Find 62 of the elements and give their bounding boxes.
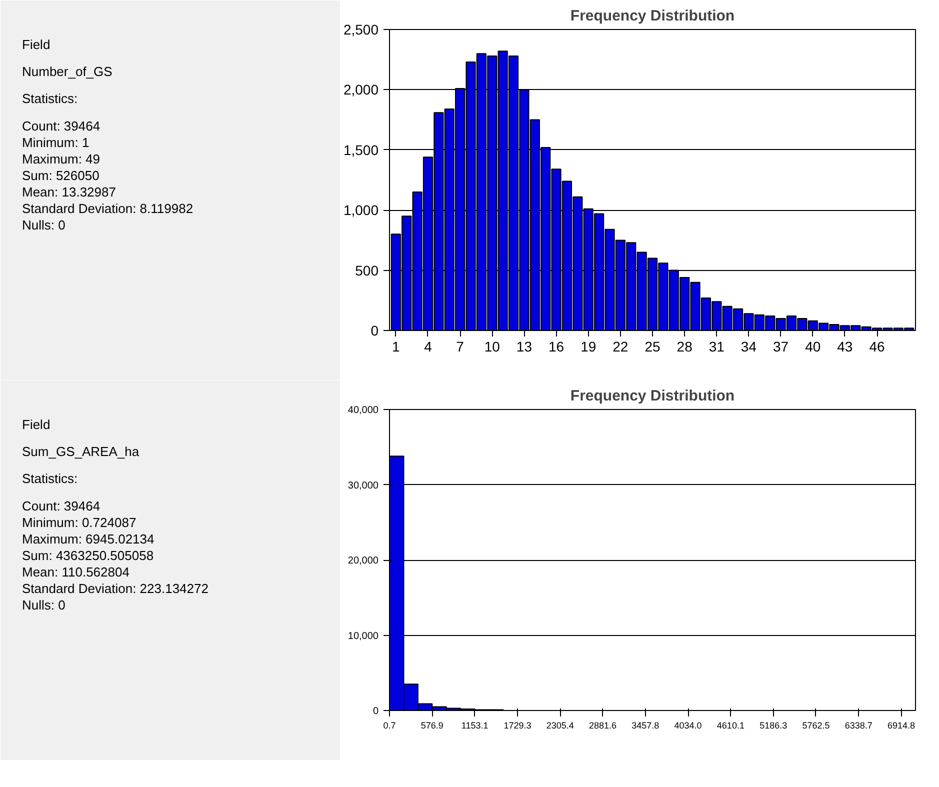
- x-tick-label: 10: [484, 338, 500, 354]
- y-tick-label: 0: [370, 322, 379, 338]
- text: Number_of_GS: [22, 64, 113, 80]
- x-tick-label: 0.7: [383, 720, 396, 730]
- x-tick-label: 34: [740, 338, 757, 354]
- y-tick-label: 30,000: [348, 480, 379, 492]
- x-tick-label: 1729.3: [504, 720, 532, 730]
- text: Count: 39464: [22, 498, 100, 514]
- x-tick-label: 4034.0: [674, 720, 702, 730]
- text: Field: [22, 417, 50, 432]
- y-tick-label: 500: [355, 262, 379, 278]
- x-tick-label: 19: [580, 338, 596, 354]
- x-tick-label: 6338.7: [844, 720, 872, 730]
- x-tick-label: 1153.1: [461, 720, 488, 730]
- text: Standard Deviation: 8.119982: [22, 201, 194, 216]
- x-tick-label: 4: [424, 338, 432, 354]
- x-tick-label: 40: [805, 338, 821, 354]
- text: Count: 39464: [22, 118, 100, 134]
- x-tick-label: 4610.1: [716, 720, 744, 730]
- x-tick-label: 576.9: [420, 720, 444, 730]
- text: Standard Deviation: 223.134272: [22, 581, 208, 596]
- x-tick-label: 31: [708, 338, 725, 354]
- text: Field: [22, 37, 50, 52]
- x-tick-label: 5762.5: [802, 720, 830, 730]
- x-tick-label: 3457.8: [632, 720, 660, 730]
- y-tick-label: 40,000: [348, 405, 379, 416]
- text: Minimum: 0.724087: [22, 514, 136, 530]
- x-tick-label: 7: [456, 338, 464, 354]
- x-tick-label: 13: [516, 338, 532, 354]
- x-tick-label: 2881.6: [588, 720, 617, 730]
- y-tick-label: 2,500: [343, 22, 379, 38]
- y-tick-label: 10,000: [348, 630, 379, 642]
- text: Maximum: 49: [22, 151, 100, 166]
- text: Minimum: 1: [22, 134, 90, 150]
- y-tick-label: 20,000: [348, 556, 379, 566]
- x-tick-label: 46: [869, 338, 886, 354]
- x-tick-label: 5186.3: [760, 720, 788, 730]
- text: Sum_GS_AREA_ha: [22, 444, 140, 460]
- x-tick-label: 1: [392, 338, 400, 354]
- x-tick-label: 2305.4: [546, 720, 574, 730]
- text: Maximum: 6945.02134: [22, 531, 154, 546]
- x-tick-label: 22: [612, 338, 628, 354]
- x-tick-label: 43: [837, 338, 853, 354]
- x-tick-label: 37: [773, 338, 789, 354]
- text: Nulls: 0: [22, 598, 66, 613]
- y-tick-label: 1,000: [343, 202, 379, 218]
- x-tick-label: 16: [548, 338, 564, 354]
- text: Statistics:: [22, 91, 78, 106]
- y-tick-label: 0: [372, 706, 379, 717]
- y-tick-label: 2,000: [343, 82, 379, 98]
- y-tick-label: 1,500: [343, 142, 379, 158]
- x-tick-label: 28: [676, 338, 693, 354]
- text: Mean: 110.562804: [22, 564, 130, 580]
- chart-title: Frequency Distribution: [570, 388, 735, 404]
- text: Statistics:: [22, 471, 78, 486]
- text: Sum: 4363250.505058: [22, 548, 154, 563]
- chart-title: Frequency Distribution: [570, 8, 735, 24]
- x-tick-label: 6914.8: [888, 720, 916, 730]
- text: Mean: 13.32987: [22, 184, 116, 200]
- text: Sum: 526050: [22, 168, 100, 183]
- text: Nulls: 0: [22, 218, 66, 233]
- x-tick-label: 25: [644, 338, 660, 354]
